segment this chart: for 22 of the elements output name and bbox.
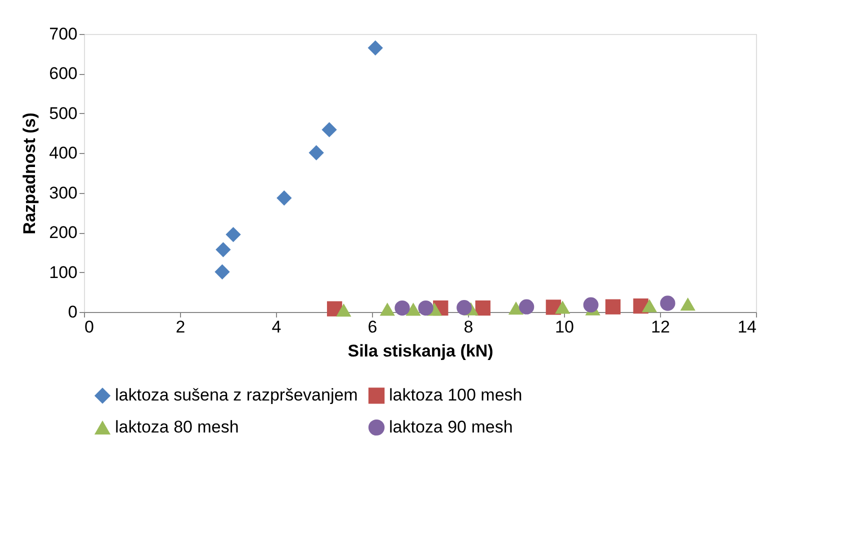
x-tick-label: 14: [738, 318, 756, 336]
legend-label: laktoza sušena z razprševanjem: [115, 386, 358, 405]
y-tick-label: 400: [49, 144, 78, 163]
y-tick-label: 500: [49, 104, 78, 123]
legend-label: laktoza 100 mesh: [389, 386, 522, 405]
x-tick-label: 2: [176, 318, 186, 336]
legend-label: laktoza 80 mesh: [115, 418, 239, 436]
y-tick-label: 100: [49, 262, 78, 282]
legend-label: laktoza 90 mesh: [389, 418, 513, 436]
x-tick-label: 10: [555, 318, 574, 336]
y-tick-label: 700: [49, 24, 78, 44]
x-tick-label: 0: [84, 318, 94, 336]
y-tick-label: 200: [49, 223, 78, 242]
y-tick-label: 300: [49, 183, 78, 202]
x-tick-label: 6: [368, 318, 378, 336]
y-tick-label: 600: [49, 64, 78, 84]
y-axis-title: Razpadnost (s): [20, 112, 40, 234]
y-tick-label: 0: [68, 302, 78, 322]
x-axis-title: Sila stiskanja (kN): [348, 342, 494, 360]
x-tick-label: 12: [651, 318, 670, 336]
x-tick-label: 8: [464, 318, 474, 336]
x-tick-label: 4: [272, 318, 282, 336]
